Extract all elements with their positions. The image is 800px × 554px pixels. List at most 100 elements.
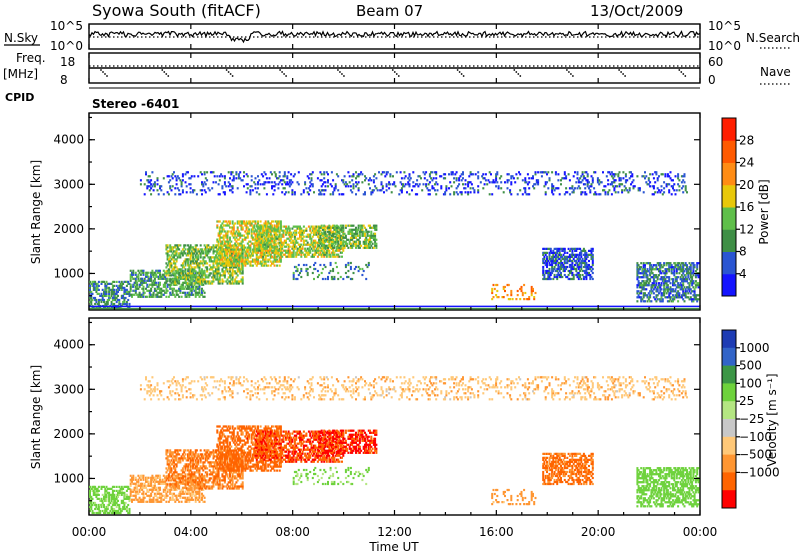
power-cell bbox=[330, 275, 333, 279]
power-cell bbox=[654, 276, 657, 279]
power-cell bbox=[237, 270, 240, 273]
power-cell bbox=[582, 259, 585, 263]
power-cell bbox=[231, 280, 234, 283]
power-cell bbox=[239, 254, 242, 257]
power-cell bbox=[492, 179, 495, 182]
power-cell bbox=[689, 282, 692, 285]
power-cell bbox=[668, 300, 671, 303]
power-cell bbox=[94, 288, 97, 291]
power-cell bbox=[319, 263, 322, 267]
power-cell bbox=[333, 244, 336, 247]
power-cell bbox=[169, 244, 172, 247]
power-cell bbox=[212, 278, 215, 281]
power-cell bbox=[157, 283, 160, 286]
power-cell bbox=[104, 284, 107, 287]
power-cell bbox=[674, 294, 677, 297]
power-cell bbox=[417, 175, 420, 178]
power-cell bbox=[189, 244, 192, 247]
power-cell bbox=[95, 298, 98, 302]
power-cell bbox=[194, 270, 197, 273]
power-cell bbox=[644, 268, 646, 271]
power-cell bbox=[490, 173, 492, 176]
power-cell bbox=[223, 234, 226, 237]
power-cell bbox=[155, 289, 158, 292]
power-cell bbox=[197, 254, 200, 257]
power-cell bbox=[120, 280, 123, 283]
power-cell bbox=[589, 275, 592, 279]
power-cell bbox=[236, 258, 239, 261]
power-cell bbox=[201, 248, 203, 251]
power-cell bbox=[159, 275, 161, 278]
power-cell bbox=[315, 247, 318, 250]
power-cell bbox=[670, 268, 673, 271]
power-cell bbox=[174, 266, 177, 269]
power-cell bbox=[367, 261, 370, 265]
power-cell bbox=[255, 260, 258, 263]
power-cell bbox=[571, 187, 574, 190]
power-cell bbox=[162, 289, 165, 292]
power-cell bbox=[201, 252, 203, 255]
power-cell bbox=[223, 272, 226, 275]
power-cell bbox=[334, 249, 337, 252]
power-cell bbox=[239, 234, 242, 237]
power-cell bbox=[153, 185, 156, 188]
power-cell bbox=[395, 171, 398, 174]
power-cell bbox=[313, 263, 315, 267]
power-cell bbox=[425, 171, 428, 174]
power-cell bbox=[292, 175, 295, 178]
power-cell bbox=[225, 248, 228, 251]
power-cell bbox=[383, 191, 385, 194]
power-cell bbox=[169, 264, 172, 267]
power-cell bbox=[235, 272, 238, 275]
power-cell bbox=[110, 288, 113, 291]
power-cell bbox=[553, 273, 556, 277]
power-cell bbox=[593, 171, 596, 174]
power-cell bbox=[129, 293, 132, 296]
power-cell bbox=[218, 238, 221, 241]
power-cell bbox=[230, 278, 233, 281]
power-cell bbox=[283, 181, 286, 184]
power-cell bbox=[269, 230, 272, 233]
power-cell bbox=[185, 274, 188, 277]
power-cell bbox=[444, 177, 447, 180]
power-cell bbox=[254, 260, 257, 263]
power-cell bbox=[385, 183, 388, 186]
power-cell bbox=[231, 276, 234, 279]
power-cell bbox=[164, 285, 167, 288]
power-cell bbox=[215, 260, 217, 263]
power-cell bbox=[241, 252, 244, 255]
nave-dot bbox=[104, 73, 106, 75]
power-cell bbox=[693, 264, 696, 267]
power-cell bbox=[353, 267, 356, 271]
power-cell bbox=[227, 230, 230, 233]
power-cell bbox=[325, 234, 328, 237]
nave-dot bbox=[456, 69, 459, 71]
power-cell bbox=[108, 290, 111, 293]
power-cell bbox=[333, 227, 336, 230]
power-cell bbox=[157, 287, 160, 290]
power-cell bbox=[343, 244, 346, 247]
power-cell bbox=[223, 252, 226, 255]
power-cell bbox=[264, 222, 267, 225]
power-cell bbox=[371, 191, 374, 194]
power-cell bbox=[183, 266, 186, 269]
power-cell bbox=[273, 231, 276, 234]
power-cell bbox=[688, 268, 691, 271]
power-cell bbox=[262, 249, 265, 252]
power-cell bbox=[197, 285, 200, 288]
power-cell bbox=[97, 284, 100, 287]
power-cell bbox=[640, 296, 643, 299]
power-cell bbox=[571, 267, 574, 271]
power-cell bbox=[338, 234, 341, 237]
power-cell bbox=[220, 242, 223, 245]
power-cell bbox=[364, 191, 366, 194]
power-cell bbox=[642, 294, 645, 297]
power-cell bbox=[231, 191, 234, 194]
power-cell bbox=[585, 257, 588, 261]
power-cell bbox=[218, 179, 221, 182]
power-cell bbox=[175, 183, 178, 186]
power-cell bbox=[257, 225, 259, 228]
power-cell bbox=[337, 253, 340, 256]
power-cell bbox=[194, 277, 197, 280]
power-cell bbox=[198, 278, 201, 281]
